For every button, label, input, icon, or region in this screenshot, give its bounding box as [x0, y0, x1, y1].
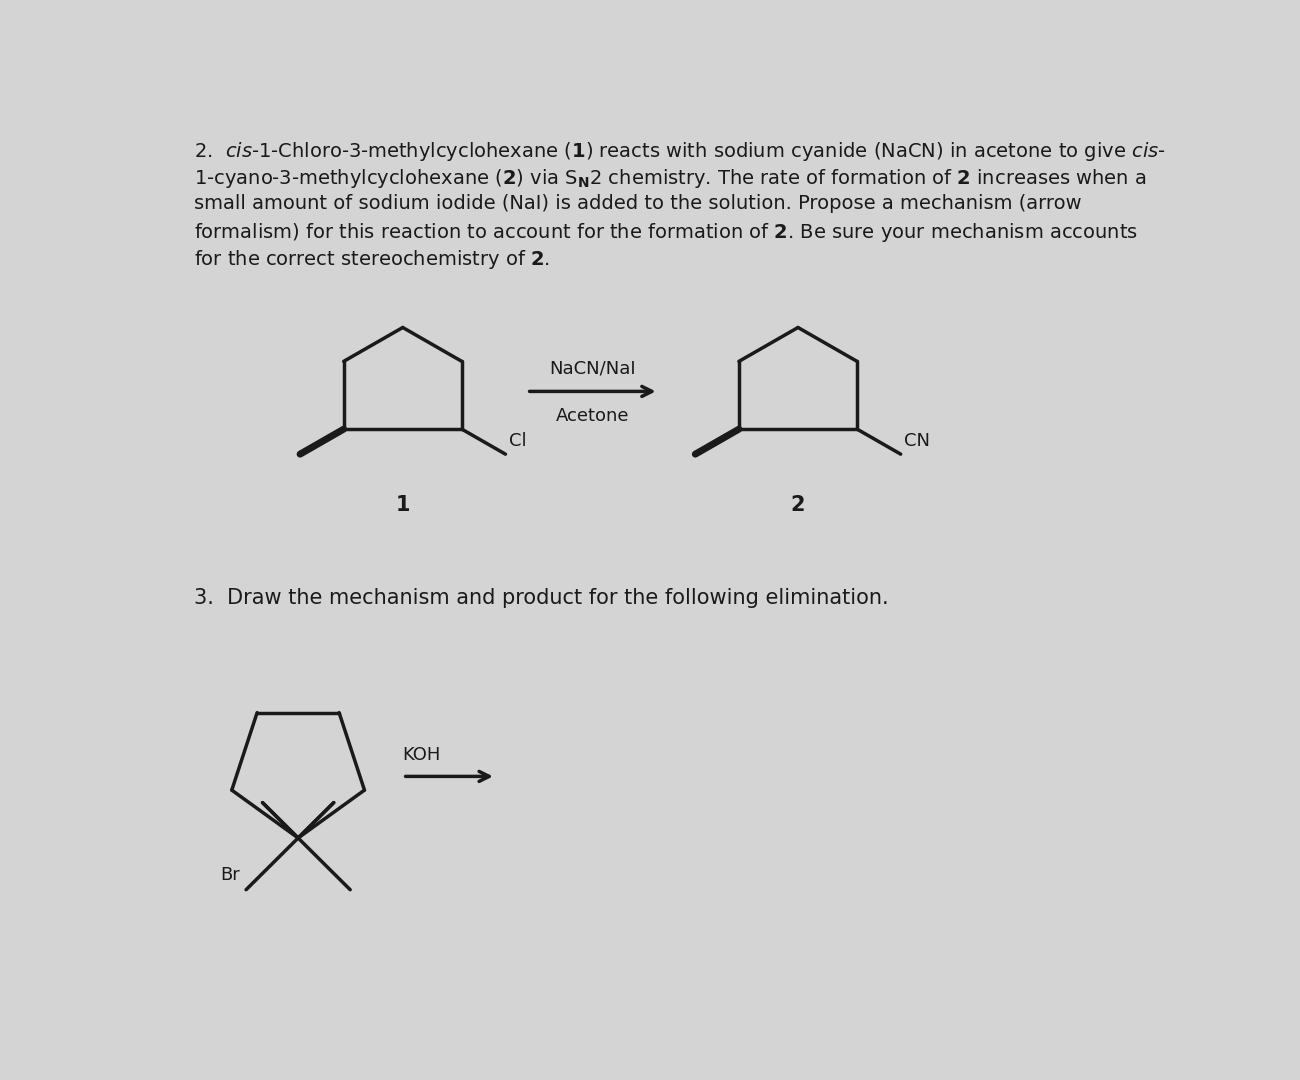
Text: Cl: Cl	[508, 432, 526, 449]
Text: formalism) for this reaction to account for the formation of $\mathbf{2}$. Be su: formalism) for this reaction to account …	[194, 221, 1138, 244]
Text: NaCN/NaI: NaCN/NaI	[550, 360, 636, 378]
Text: 2.  $\it{cis}$-1-Chloro-3-methylcyclohexane ($\mathbf{1}$) reacts with sodium cy: 2. $\it{cis}$-1-Chloro-3-methylcyclohexa…	[194, 140, 1165, 163]
Text: Acetone: Acetone	[556, 407, 629, 424]
Text: 3.  Draw the mechanism and product for the following elimination.: 3. Draw the mechanism and product for th…	[194, 588, 888, 608]
Text: 1: 1	[395, 496, 410, 515]
Text: 2: 2	[790, 496, 805, 515]
Text: KOH: KOH	[403, 745, 441, 764]
Text: for the correct stereochemistry of $\mathbf{2}$.: for the correct stereochemistry of $\mat…	[194, 248, 550, 271]
Text: Br: Br	[220, 865, 240, 883]
Text: small amount of sodium iodide (NaI) is added to the solution. Propose a mechanis: small amount of sodium iodide (NaI) is a…	[194, 194, 1082, 213]
Text: 1-cyano-3-methylcyclohexane ($\mathbf{2}$) via S$_\mathbf{N}$2 chemistry. The ra: 1-cyano-3-methylcyclohexane ($\mathbf{2}…	[194, 167, 1147, 190]
Text: CN: CN	[903, 432, 929, 449]
